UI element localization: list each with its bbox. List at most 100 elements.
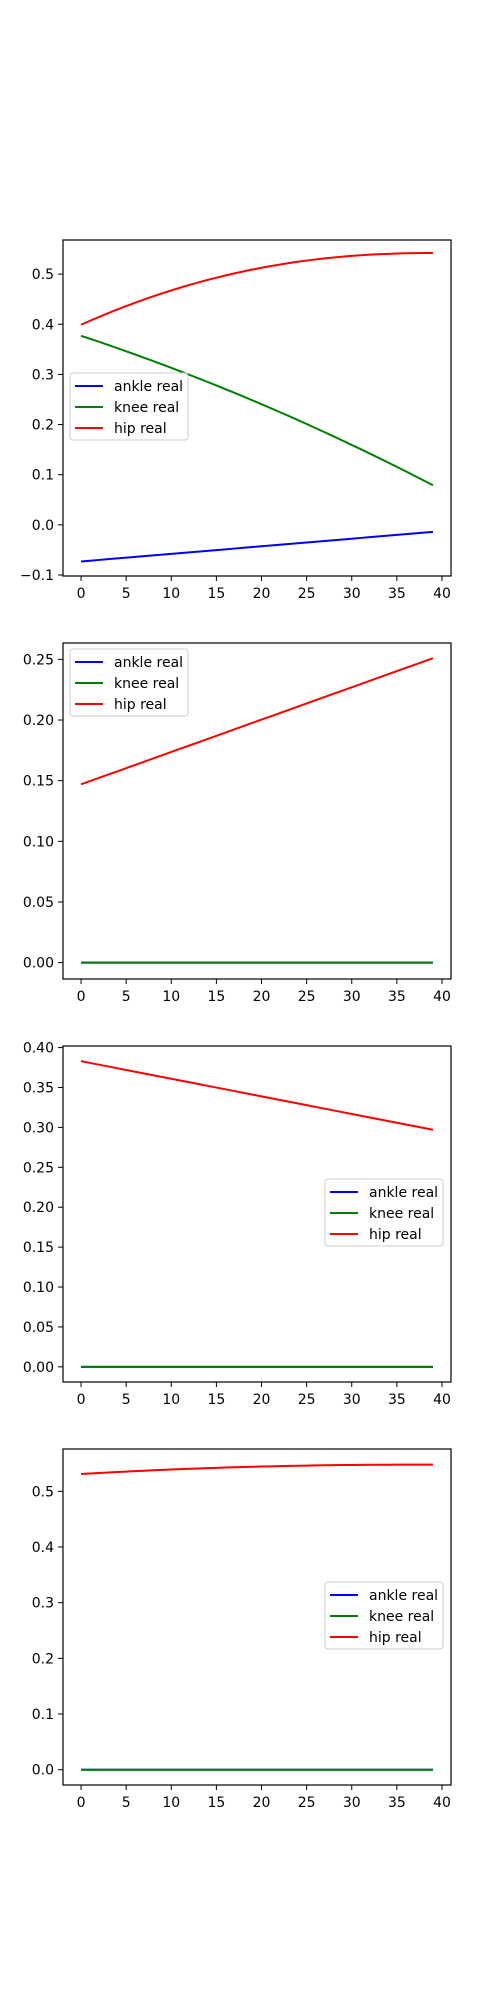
x-tick-label: 40 (433, 1795, 451, 1811)
subplot-4: 0 5 10 15 20 25 30 35 40 0.0 0.1 0.2 0.3 0.4 0.5 ankle … (32, 1448, 452, 1811)
x-tick-label: 5 (122, 1795, 131, 1811)
legend: ankle real knee real hip real (69, 372, 189, 441)
subplot-1: 0 5 10 15 20 25 30 35 40 −0.1 0.0 0.1 0.2 0.3 0.4 0.5 an… (20, 239, 452, 602)
x-tick-label: 10 (162, 1392, 180, 1408)
x-tick-label: 20 (253, 989, 271, 1005)
subplot-2: 0 5 10 15 20 25 30 35 40 0.00 0.05 0.10 0.15 0.20 0.25… (23, 642, 452, 1005)
y-tick-label: 0.4 (32, 1540, 54, 1556)
x-tick-label: 40 (433, 586, 451, 602)
x-tick-label: 20 (253, 586, 271, 602)
legend-box (69, 372, 189, 441)
legend-label: knee real (369, 1206, 434, 1222)
y-tick-label: 0.25 (23, 1160, 54, 1176)
y-tick-label: 0.35 (23, 1081, 54, 1097)
y-tick-label: 0.5 (32, 267, 54, 283)
x-tick-label: 15 (207, 1795, 225, 1811)
y-tick-label: 0.0 (32, 1763, 54, 1779)
axes-frame (62, 642, 452, 980)
series-line-hip-real (80, 252, 433, 326)
y-tick-label: 0.1 (32, 1707, 54, 1723)
x-tick-label: 5 (122, 989, 131, 1005)
x-tick-label: 5 (122, 1392, 131, 1408)
x-tick-label: 30 (343, 586, 361, 602)
axes-frame (62, 1448, 452, 1786)
y-tick-label: 0.30 (23, 1120, 54, 1136)
x-tick-label: 35 (388, 989, 406, 1005)
x-tick-label: 35 (388, 1392, 406, 1408)
x-tick-label: 35 (388, 1795, 406, 1811)
x-tick-label: 15 (207, 586, 225, 602)
series-line-ankle-real (80, 530, 434, 563)
y-tick-label: 0.0 (32, 518, 54, 534)
legend-box (324, 1178, 444, 1247)
x-tick-label: 15 (207, 989, 225, 1005)
x-tick-label: 20 (253, 1392, 271, 1408)
x-tick-label: 5 (122, 586, 131, 602)
legend-box (69, 648, 189, 717)
y-tick-label: 0.20 (23, 1200, 54, 1216)
legend-label: knee real (369, 1609, 434, 1625)
x-tick-label: 25 (298, 989, 316, 1005)
y-tick-label: 0.00 (23, 956, 54, 972)
y-tick-label: 0.3 (32, 1596, 54, 1612)
x-tick-label: 20 (253, 1795, 271, 1811)
y-tick-label: 0.2 (32, 418, 54, 434)
x-tick-label: 10 (162, 989, 180, 1005)
y-tick-label: 0.05 (23, 895, 54, 911)
x-tick-label: 25 (298, 1795, 316, 1811)
legend-label: hip real (114, 421, 167, 437)
x-tick-label: 35 (388, 586, 406, 602)
legend-box (324, 1581, 444, 1650)
charts-root: 0 5 10 15 20 25 30 35 40 −0.1 0.0 0.1 0.2 0.3 0.4 0.5 an… (20, 239, 452, 1811)
y-tick-label: 0.25 (23, 652, 54, 668)
x-tick-label: 40 (433, 989, 451, 1005)
legend-label: ankle real (114, 379, 183, 395)
x-tick-label: 0 (77, 1392, 86, 1408)
subplot-3: 0 5 10 15 20 25 30 35 40 0.00 0.05 0.10 0.15 0.20 0.25… (23, 1041, 452, 1408)
y-tick-label: 0.5 (32, 1484, 54, 1500)
axes-frame (62, 1045, 452, 1383)
series-line-knee-real (80, 334, 434, 487)
legend-label: hip real (369, 1227, 422, 1243)
legend-label: knee real (114, 400, 179, 416)
x-tick-label: 15 (207, 1392, 225, 1408)
series-line-hip-real (80, 657, 434, 786)
y-tick-label: 0.15 (23, 1240, 54, 1256)
y-tick-label: 0.1 (32, 468, 54, 484)
legend-label: knee real (114, 676, 179, 692)
legend-label: ankle real (369, 1185, 438, 1201)
y-tick-label: 0.10 (23, 1280, 54, 1296)
x-tick-label: 30 (343, 1392, 361, 1408)
y-tick-label: 0.40 (23, 1041, 54, 1057)
legend: ankle real knee real hip real (324, 1178, 444, 1247)
y-tick-label: 0.3 (32, 367, 54, 383)
x-tick-label: 0 (77, 989, 86, 1005)
legend-label: hip real (369, 1630, 422, 1646)
x-tick-label: 10 (162, 1795, 180, 1811)
axes-frame (62, 239, 452, 577)
x-tick-label: 40 (433, 1392, 451, 1408)
x-tick-label: 25 (298, 586, 316, 602)
x-tick-label: 0 (77, 1795, 86, 1811)
series-line-hip-real (80, 1060, 434, 1131)
legend: ankle real knee real hip real (324, 1581, 444, 1650)
series-line-hip-real (80, 1463, 433, 1476)
y-tick-label: −0.1 (20, 568, 54, 584)
legend-label: ankle real (369, 1588, 438, 1604)
y-tick-label: 0.20 (23, 713, 54, 729)
x-tick-label: 0 (77, 586, 86, 602)
x-tick-label: 30 (343, 989, 361, 1005)
y-tick-label: 0.2 (32, 1651, 54, 1667)
y-tick-label: 0.00 (23, 1360, 54, 1376)
x-tick-label: 10 (162, 586, 180, 602)
x-tick-label: 30 (343, 1795, 361, 1811)
legend-label: ankle real (114, 655, 183, 671)
legend: ankle real knee real hip real (69, 648, 189, 717)
y-tick-label: 0.10 (23, 834, 54, 850)
y-tick-label: 0.05 (23, 1320, 54, 1336)
legend-label: hip real (114, 697, 167, 713)
y-tick-label: 0.4 (32, 317, 54, 333)
x-tick-label: 25 (298, 1392, 316, 1408)
